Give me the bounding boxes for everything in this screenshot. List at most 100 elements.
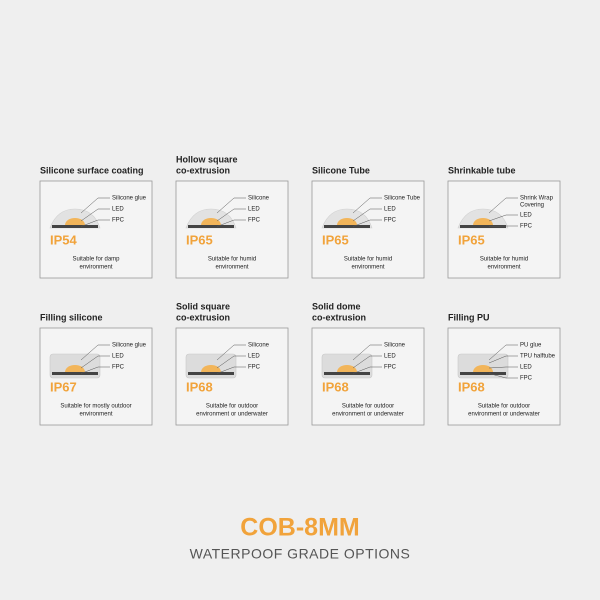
led (473, 365, 493, 372)
description: environment (79, 265, 112, 271)
part-label: PU glue (520, 343, 542, 349)
description: Suitable for humid (208, 257, 256, 263)
part-label: FPC (112, 365, 125, 371)
part-label: LED (248, 207, 260, 213)
led (65, 218, 85, 225)
description: environment (487, 265, 520, 271)
fpc (324, 225, 370, 228)
part-label: LED (384, 354, 396, 360)
leader-line (80, 208, 110, 222)
led (201, 365, 221, 372)
description: environment or underwater (468, 412, 540, 418)
fpc (52, 372, 98, 375)
card-title: co-extrusion (176, 312, 230, 322)
description: environment (351, 265, 384, 271)
footer-subtitle: WATERPOOF GRADE OPTIONS (190, 546, 411, 562)
card-title: co-extrusion (312, 312, 366, 322)
part-label: LED (112, 354, 124, 360)
card-title: Filling silicone (40, 312, 103, 322)
leader-line (352, 208, 382, 222)
card-title: Filling PU (448, 312, 490, 322)
ip-rating: IP68 (322, 379, 349, 394)
leader-line (216, 355, 246, 369)
ip-rating: IP65 (186, 232, 213, 247)
led (473, 218, 493, 225)
description: environment (215, 265, 248, 271)
part-label: FPC (520, 224, 533, 230)
leader-line (352, 355, 382, 369)
leader-line (488, 344, 518, 361)
led (337, 218, 357, 225)
card-title: co-extrusion (176, 165, 230, 175)
leader-line (80, 344, 110, 361)
leader-line (488, 214, 518, 222)
fpc (324, 372, 370, 375)
leader-line (352, 344, 382, 361)
leader-line (216, 344, 246, 361)
fpc (188, 225, 234, 228)
description: environment (79, 412, 112, 418)
leader-line (216, 208, 246, 222)
card-box (175, 180, 289, 279)
leader-line (80, 219, 110, 227)
leader-line (352, 366, 382, 374)
description: Suitable for humid (344, 257, 392, 263)
leader-line (488, 366, 518, 369)
ip-rating: IP65 (322, 232, 349, 247)
ip-rating: IP67 (50, 379, 77, 394)
fpc (188, 372, 234, 375)
card-title: Hollow square (176, 154, 238, 164)
ip-rating: IP68 (458, 379, 485, 394)
ip-rating: IP54 (50, 232, 78, 247)
part-label: FPC (112, 218, 125, 224)
description: environment or underwater (196, 412, 268, 418)
fpc (52, 225, 98, 228)
leader-line (352, 219, 382, 227)
card-title: Silicone surface coating (40, 165, 144, 175)
description: Suitable for outdoor (478, 404, 530, 410)
description: Suitable for outdoor (206, 404, 258, 410)
part-label: Shrink Wrap (520, 196, 554, 202)
part-label: FPC (384, 218, 397, 224)
part-label: LED (112, 207, 124, 213)
card-title: Solid square (176, 301, 230, 311)
leader-line (216, 197, 246, 214)
leader-line (488, 355, 518, 364)
card-title: Solid dome (312, 301, 361, 311)
led (201, 218, 221, 225)
leader-line (488, 373, 518, 379)
leader-line (488, 225, 518, 227)
card-box (39, 180, 153, 279)
leader-line (488, 197, 518, 214)
part-label: Silicone glue (112, 343, 147, 349)
description: environment or underwater (332, 412, 404, 418)
description: Suitable for damp (72, 257, 120, 263)
ip-rating: IP68 (186, 379, 213, 394)
led (337, 365, 357, 372)
part-label: Silicone Tube (384, 196, 421, 202)
description: Suitable for mostly outdoor (60, 404, 131, 410)
part-label: LED (384, 207, 396, 213)
card-title: Shrinkable tube (448, 165, 516, 175)
part-label: Silicone (248, 343, 270, 349)
part-label: FPC (248, 218, 261, 224)
ip-rating: IP65 (458, 232, 485, 247)
card-box (447, 180, 561, 279)
leader-line (352, 197, 382, 214)
description: Suitable for humid (480, 257, 528, 263)
card-title: Silicone Tube (312, 165, 370, 175)
part-label: FPC (384, 365, 397, 371)
part-label: Silicone glue (112, 196, 147, 202)
leader-line (80, 197, 110, 214)
leader-line (216, 366, 246, 374)
part-label: LED (248, 354, 260, 360)
part-label: FPC (520, 376, 533, 382)
fpc (460, 372, 506, 375)
led (65, 365, 85, 372)
leader-line (80, 366, 110, 374)
part-label: LED (520, 365, 532, 371)
footer-title: COB-8MM (240, 514, 359, 542)
description: Suitable for outdoor (342, 404, 394, 410)
